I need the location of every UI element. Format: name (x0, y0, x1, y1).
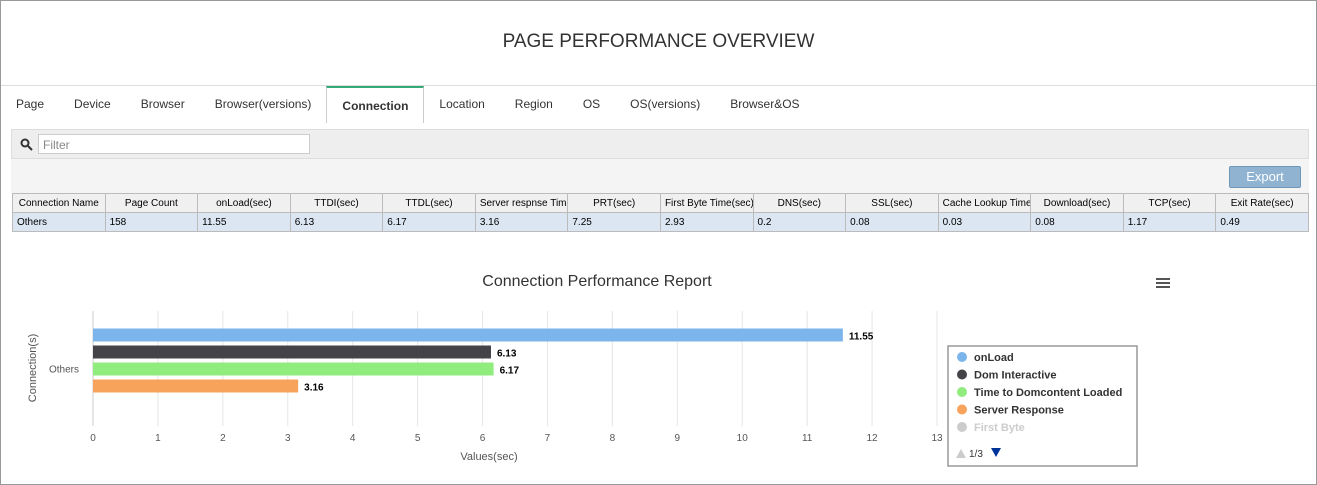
column-header[interactable]: PRT(sec) (567, 193, 661, 213)
tab[interactable]: Browser&OS (730, 97, 800, 111)
tab[interactable]: OS(versions) (630, 97, 701, 111)
x-tick-label: 8 (610, 433, 616, 444)
filter-bar: Filter (11, 129, 1309, 159)
cell: 0.08 (1030, 212, 1124, 232)
data-label: 6.17 (500, 366, 520, 377)
data-table: Connection Name Page Count onLoad(sec) TTDI… (12, 193, 1309, 232)
x-tick-label: 13 (931, 433, 943, 444)
legend-label: Server Response (974, 405, 1064, 417)
x-tick-label: 11 (802, 433, 813, 444)
tab-bar: Page Device Browser Browser(versions) Connec… (1, 86, 815, 123)
x-tick-label: 1 (155, 433, 161, 444)
column-header[interactable]: First Byte Time(sec) (659, 193, 754, 213)
data-label: 3.16 (304, 383, 324, 394)
column-header[interactable]: TTDL(sec) (382, 193, 476, 213)
cell: Others (12, 212, 106, 232)
cell: 0.2 (752, 212, 847, 232)
tab[interactable]: OS (582, 97, 601, 111)
cell: 0.08 (845, 212, 939, 232)
legend-marker (957, 352, 967, 362)
cell: 11.55 (197, 212, 291, 232)
column-header[interactable]: Cache Lookup Time (937, 193, 1032, 213)
y-axis-label: Connection(s) (27, 334, 39, 402)
page-title: PAGE PERFORMANCE OVERVIEW (502, 31, 815, 52)
column-header[interactable]: Download(sec) (1030, 193, 1124, 213)
column-header[interactable]: Exit Rate(sec) (1215, 193, 1309, 213)
x-axis-label: Values(sec) (460, 451, 517, 463)
column-header[interactable]: SSL(sec) (845, 193, 939, 213)
cell: 7.25 (567, 212, 661, 232)
bar (93, 328, 843, 342)
data-label: 6.13 (497, 349, 517, 360)
x-tick-label: 5 (415, 433, 421, 444)
pager-down (991, 448, 1001, 457)
export-bar: Export (11, 159, 1309, 193)
legend-label: Time to Domcontent Loaded (974, 387, 1122, 399)
cell: 0.03 (937, 212, 1032, 232)
tab[interactable]: Browser (140, 97, 185, 111)
cell: 6.13 (289, 212, 384, 232)
legend-label: Dom Interactive (974, 370, 1057, 382)
x-tick-label: 7 (545, 433, 551, 444)
legend-label: onLoad (974, 352, 1014, 364)
x-tick-label: 3 (285, 433, 291, 444)
column-header[interactable]: TTDI(sec) (289, 193, 384, 213)
column-header[interactable]: Page Count (104, 193, 199, 213)
x-tick-label: 10 (737, 433, 749, 444)
cell: 6.17 (382, 212, 476, 232)
pager-up (956, 449, 966, 458)
column-header[interactable]: onLoad(sec) (197, 193, 291, 213)
cell: 0.49 (1215, 212, 1309, 232)
cell: 2.93 (659, 212, 754, 232)
legend-label: First Byte (974, 422, 1025, 434)
search-icon (20, 138, 33, 151)
data-label: 11.55 (849, 332, 874, 343)
chart-title: Connection Performance Report (482, 273, 712, 290)
cell: 3.16 (474, 212, 569, 232)
legend-box (947, 345, 1138, 467)
cell: 1.17 (1122, 212, 1217, 232)
column-header[interactable]: Connection Name (12, 193, 106, 213)
bar (93, 345, 491, 359)
bar (93, 362, 494, 376)
x-tick-label: 4 (350, 433, 356, 444)
column-header[interactable]: Server respnse Time (474, 193, 569, 213)
legend-marker (957, 422, 967, 432)
divider (1, 85, 1316, 86)
column-header[interactable]: TCP(sec) (1122, 193, 1217, 213)
x-tick-label: 6 (480, 433, 486, 444)
x-tick-label: 0 (90, 433, 96, 444)
tab[interactable]: Region (514, 97, 553, 111)
legend-marker (957, 387, 967, 397)
tab[interactable]: Connection (326, 86, 425, 123)
tab[interactable]: Page (16, 97, 45, 111)
legend-pager: 1/3 (969, 449, 983, 460)
x-tick-label: 12 (867, 433, 879, 444)
table-row: Others 158 11.55 6.13 6.17 3.16 7.25 2.93 0.2 0.0… (12, 212, 1309, 232)
column-header[interactable]: DNS(sec) (752, 193, 847, 213)
cell: 158 (104, 212, 199, 232)
x-tick-label: 2 (220, 433, 226, 444)
bar (93, 379, 299, 393)
x-tick-label: 9 (675, 433, 681, 444)
header-row: Connection Name Page Count onLoad(sec) TTDI… (12, 193, 1309, 213)
y-tick-label: Others (49, 365, 79, 376)
tab[interactable]: Location (439, 97, 485, 111)
legend-marker (957, 404, 967, 415)
legend-marker (957, 369, 967, 380)
tab[interactable]: Device (74, 97, 111, 111)
export-button[interactable]: Export (1229, 166, 1301, 188)
filter-input[interactable]: Filter (38, 134, 310, 154)
menu-icon[interactable] (1156, 278, 1170, 288)
tab[interactable]: Browser(versions) (214, 97, 312, 111)
